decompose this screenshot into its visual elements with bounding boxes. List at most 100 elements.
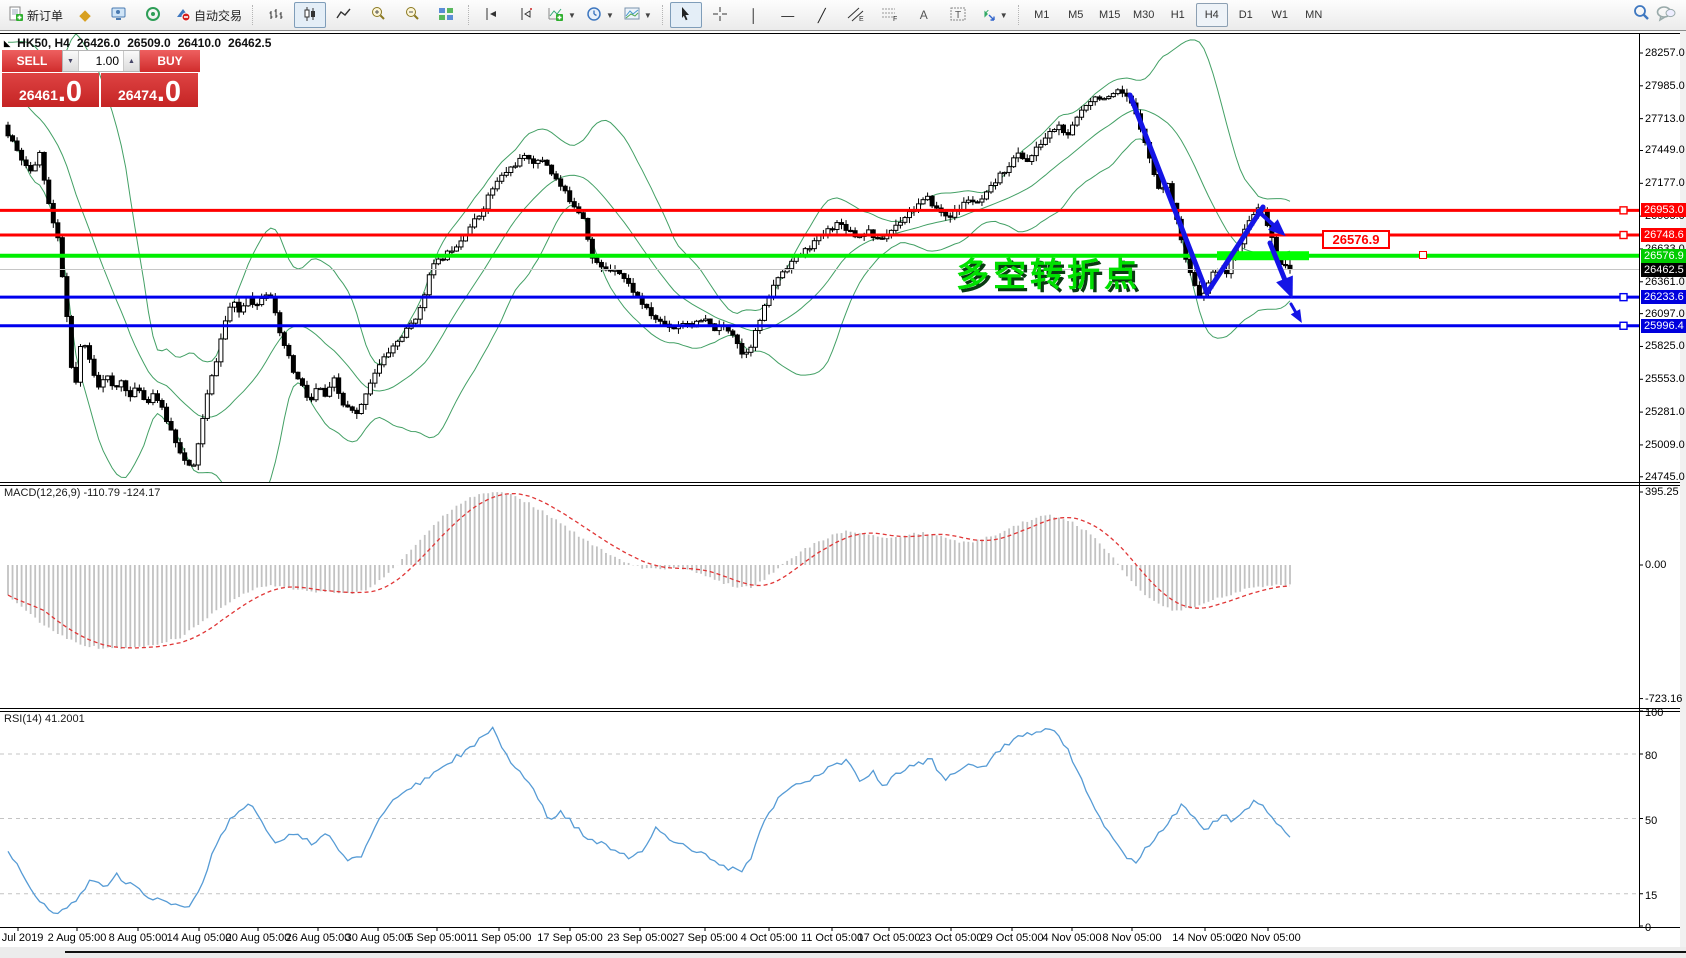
timeframe-button-m5[interactable]: M5 [1068, 9, 1084, 21]
crosshair-button[interactable] [704, 2, 736, 28]
vertical-line-button[interactable]: │ [738, 2, 770, 28]
new-order-button[interactable]: 新订单 [4, 2, 67, 28]
date-axis-label: 9 Jul 2019 [0, 932, 44, 944]
rsi-axis-tick-label: 80 [1645, 750, 1658, 762]
zoom-out-button[interactable] [396, 2, 428, 28]
date-axis-label: 8 Aug 05:00 [108, 932, 168, 944]
price-axis-tick-label: 26361.0 [1645, 275, 1685, 288]
rsi-axis-tick-label: 50 [1645, 814, 1658, 827]
periods-button[interactable]: ▼ [582, 2, 618, 28]
rsi-axis-tick-label: 0 [1645, 922, 1652, 934]
price-level-axis-label: 26233.6 [1641, 290, 1686, 305]
equidistant-channel-icon: E [847, 6, 865, 25]
date-axis-label: 20 Nov 05:00 [1235, 932, 1301, 944]
date-axis-label: 27 Sep 05:00 [672, 932, 738, 944]
fibonacci-button[interactable]: F [874, 2, 906, 28]
timeframe-button-m30[interactable]: M30 [1133, 9, 1155, 21]
autoscroll-button[interactable] [476, 2, 508, 28]
sell-price-pips: .0 [57, 76, 83, 108]
buy-button[interactable]: BUY [140, 50, 200, 72]
indicators-button[interactable]: ▼ [544, 2, 580, 28]
volume-input[interactable]: 1.00 [95, 54, 119, 68]
timeframe-button-h4[interactable]: H4 [1195, 3, 1228, 27]
templates-button[interactable]: ▼ [620, 2, 656, 28]
timeframe-button-m1[interactable]: M1 [1034, 9, 1050, 21]
navigator-button[interactable] [137, 2, 169, 28]
bar-chart-button[interactable] [260, 2, 292, 28]
macd-signal-line [7, 492, 1291, 649]
green-line-anchor-handle[interactable] [1419, 251, 1427, 259]
green-highlight-bar[interactable] [1217, 251, 1309, 261]
timeframe-button-mn[interactable]: MN [1305, 9, 1323, 21]
navigator-icon [145, 6, 161, 25]
quote-open: 26426.0 [76, 36, 121, 50]
text-label-button[interactable]: T [942, 2, 974, 28]
line-anchor-handle[interactable] [1619, 321, 1628, 330]
fibonacci-icon: F [881, 6, 899, 25]
price-callout-label[interactable]: 26576.9 [1322, 230, 1390, 249]
svg-text:F: F [893, 16, 897, 22]
timeframe-group: M1 M5 M15 M30 H1 H4 D1 W1 MN [1026, 3, 1330, 27]
price-axis-tick-label: 27449.0 [1645, 144, 1685, 157]
timeframe-button-m15[interactable]: M15 [1099, 9, 1121, 21]
cursor-button[interactable] [669, 2, 702, 28]
date-axis-label: 20 Aug 05:00 [225, 932, 291, 944]
price-axis-tick-label: 25553.0 [1645, 373, 1685, 386]
volume-increase-button[interactable]: ▲ [123, 51, 139, 71]
macd-axis-tick-label: 0.00 [1645, 559, 1667, 571]
trend-zigzag[interactable] [1127, 92, 1302, 324]
trendline-icon: ╱ [817, 7, 826, 23]
chevron-down-icon: ▼ [605, 10, 614, 20]
zoom-in-icon [370, 6, 386, 25]
date-axis-label: 14 Nov 05:00 [1172, 932, 1238, 944]
chevron-down-icon: ▼ [568, 10, 576, 20]
macd-histogram [7, 492, 1291, 649]
svg-text:E: E [859, 16, 864, 22]
arrows-button[interactable]: ▼ [976, 2, 1012, 28]
direction-arrow[interactable] [1256, 209, 1278, 230]
line-anchor-handle[interactable] [1619, 292, 1628, 302]
timeframe-button-h1[interactable]: H1 [1170, 9, 1185, 21]
date-axis-label: 17 Oct 05:00 [857, 932, 921, 944]
direction-arrow[interactable] [1267, 240, 1289, 286]
buy-price-panel[interactable]: 26474 .0 [101, 73, 198, 107]
text-button[interactable]: A [908, 2, 940, 28]
line-anchor-handle[interactable] [1619, 230, 1628, 240]
terminal-button[interactable] [103, 2, 135, 28]
line-chart-button[interactable] [328, 2, 360, 28]
date-axis-label: 26 Aug 05:00 [285, 932, 351, 944]
chart-shift-button[interactable] [510, 2, 542, 28]
volume-spinner: ▼ 1.00 ▲ [62, 50, 140, 72]
market-watch-button[interactable]: ◆ [69, 2, 101, 28]
candlestick-button[interactable] [294, 2, 327, 28]
cursor-icon [678, 6, 694, 25]
one-click-trading-widget: SELL ▼ 1.00 ▲ BUY 26461 .0 26474 .0 [2, 50, 200, 107]
line-anchor-handle[interactable] [1619, 206, 1628, 215]
search-icon[interactable] [1632, 4, 1650, 27]
trendline-button[interactable]: ╱ [806, 2, 838, 28]
zoom-in-button[interactable] [362, 2, 394, 28]
chart-annotation-text[interactable]: 多空转折点 [956, 256, 1141, 293]
price-axis-tick-label: 27177.0 [1645, 177, 1685, 190]
horizontal-line-button[interactable]: — [772, 2, 804, 28]
sell-button[interactable]: SELL [2, 50, 62, 72]
macd-axis-tick-label: -723.16 [1645, 692, 1683, 705]
text-label-icon: T [950, 6, 966, 25]
quote-high: 26509.0 [127, 36, 171, 50]
sell-price-panel[interactable]: 26461 .0 [2, 73, 99, 107]
chat-icon[interactable] [1656, 4, 1676, 27]
channel-button[interactable]: E [840, 2, 872, 28]
timeframe-button-d1[interactable]: D1 [1238, 9, 1253, 21]
symbol-icon: ◣ [4, 38, 11, 48]
autotrading-button[interactable]: 自动交易 [171, 2, 246, 28]
svg-text:T: T [955, 10, 961, 21]
timeframe-button-w1[interactable]: W1 [1271, 9, 1288, 21]
price-level-axis-label: 26462.5 [1641, 262, 1686, 277]
date-axis-label: 4 Nov 05:00 [1042, 932, 1102, 944]
arrow-head-icon [1290, 309, 1302, 324]
toolbar-separator [661, 5, 664, 25]
volume-decrease-button[interactable]: ▼ [63, 51, 79, 71]
taskbar-edge [65, 951, 1686, 953]
tile-windows-button[interactable] [430, 2, 462, 28]
